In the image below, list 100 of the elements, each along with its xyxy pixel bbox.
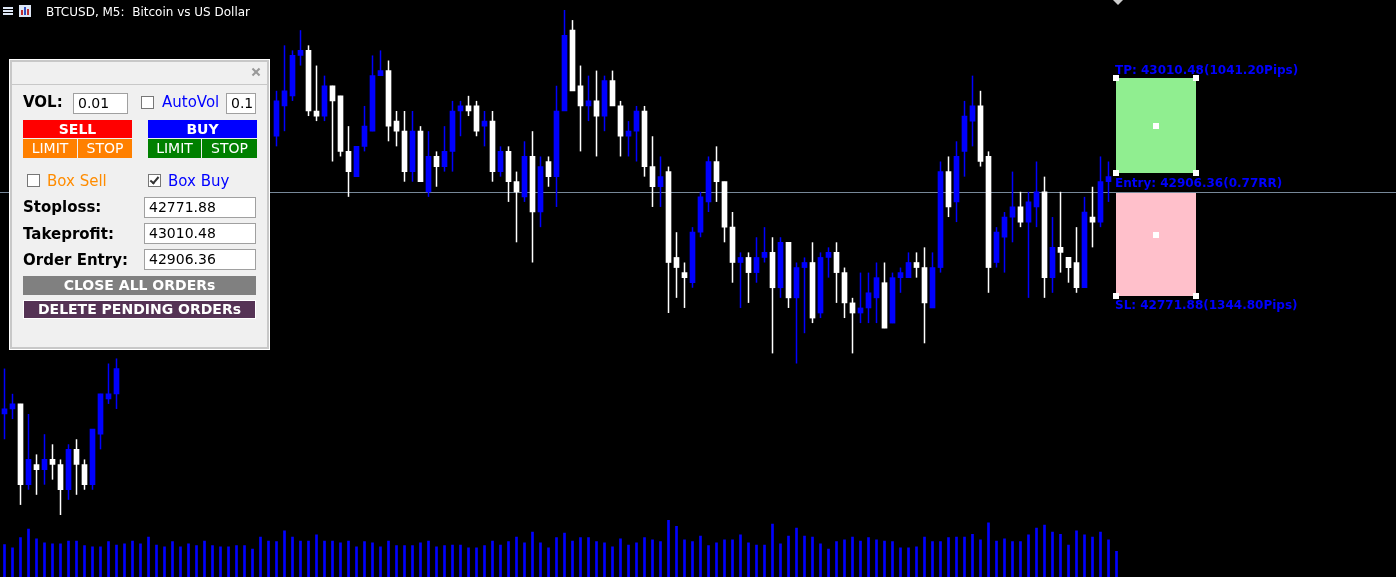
bar (435, 546, 438, 577)
candlestick (545, 155, 552, 188)
candlestick (657, 155, 664, 208)
bar (291, 536, 294, 577)
bar (675, 525, 678, 577)
annotation: VOL: (23, 93, 63, 111)
annotation: BUY (148, 120, 257, 138)
candlestick (673, 231, 680, 299)
bar (595, 541, 598, 577)
bar (323, 540, 326, 577)
candlestick (825, 246, 832, 279)
bar (979, 539, 982, 577)
bar (363, 541, 366, 577)
candlestick (753, 236, 760, 284)
bar (907, 547, 910, 577)
bar (491, 540, 494, 577)
bar (43, 542, 46, 577)
annotation: 42906.36 (144, 249, 256, 270)
bar (315, 534, 318, 577)
bar (1083, 534, 1086, 577)
candlestick (681, 261, 688, 309)
bar (947, 537, 950, 577)
bar (803, 535, 806, 577)
candlestick (745, 251, 752, 304)
bar (219, 546, 222, 577)
bar (995, 540, 998, 577)
bar (819, 543, 822, 577)
bar (867, 537, 870, 577)
bar (19, 537, 22, 577)
bar (331, 540, 334, 577)
bar (355, 546, 358, 577)
candlestick (393, 110, 400, 148)
bar (715, 542, 718, 577)
candlestick (513, 170, 520, 244)
candlestick (33, 453, 40, 496)
bar (843, 539, 846, 577)
annotation: STOP (202, 139, 257, 158)
candlestick (801, 256, 808, 334)
bar (1059, 533, 1062, 577)
bar (539, 542, 542, 577)
bar (67, 540, 70, 577)
candlestick (1065, 256, 1072, 284)
annotation: 42771.88 (144, 197, 256, 218)
annotation: Stoploss: (23, 198, 102, 216)
candlestick (897, 266, 904, 294)
bar (1011, 541, 1014, 577)
candlestick (329, 85, 336, 163)
bar (131, 540, 134, 577)
bar (139, 543, 142, 577)
bar (547, 547, 550, 577)
bar (875, 539, 878, 577)
annotation: Takeprofit: (23, 225, 114, 243)
bar (203, 540, 206, 577)
candlestick (105, 362, 112, 405)
bar (699, 535, 702, 577)
candlestick (281, 44, 288, 132)
annotation: Box Sell (47, 172, 107, 190)
candlestick (49, 443, 56, 481)
bar (987, 522, 990, 577)
candlestick (297, 29, 304, 67)
annotation: AutoVol (162, 93, 220, 111)
bar (155, 544, 158, 577)
candlestick (1105, 160, 1112, 203)
bar (1107, 539, 1110, 577)
bar (1099, 531, 1102, 577)
bar (251, 548, 254, 577)
bar (747, 542, 750, 577)
bar (227, 546, 230, 577)
bar (275, 541, 278, 577)
annotation: Entry: 42906.36(0.77RR) (1115, 176, 1283, 190)
bar (195, 545, 198, 577)
bar (579, 537, 582, 577)
bar (427, 540, 430, 577)
candlestick (737, 251, 744, 309)
candlestick (377, 49, 384, 77)
bar (587, 537, 590, 577)
annotation: Order Entry: (23, 251, 128, 269)
bar (859, 540, 862, 577)
bar (467, 547, 470, 577)
bar (683, 539, 686, 577)
bar (91, 546, 94, 577)
candlestick (1057, 191, 1064, 274)
bar (779, 543, 782, 577)
bar (891, 541, 894, 577)
bar (27, 528, 30, 577)
bar (1067, 544, 1070, 577)
bar (483, 545, 486, 577)
bar (851, 536, 854, 577)
bar (971, 533, 974, 577)
bar (963, 536, 966, 577)
bar (283, 530, 286, 577)
bar (611, 546, 614, 577)
bar (347, 540, 350, 577)
bar (107, 541, 110, 577)
bar (163, 546, 166, 577)
bar (555, 537, 558, 577)
bar (419, 542, 422, 577)
bar (643, 537, 646, 577)
bar (259, 536, 262, 577)
bar (211, 545, 214, 577)
